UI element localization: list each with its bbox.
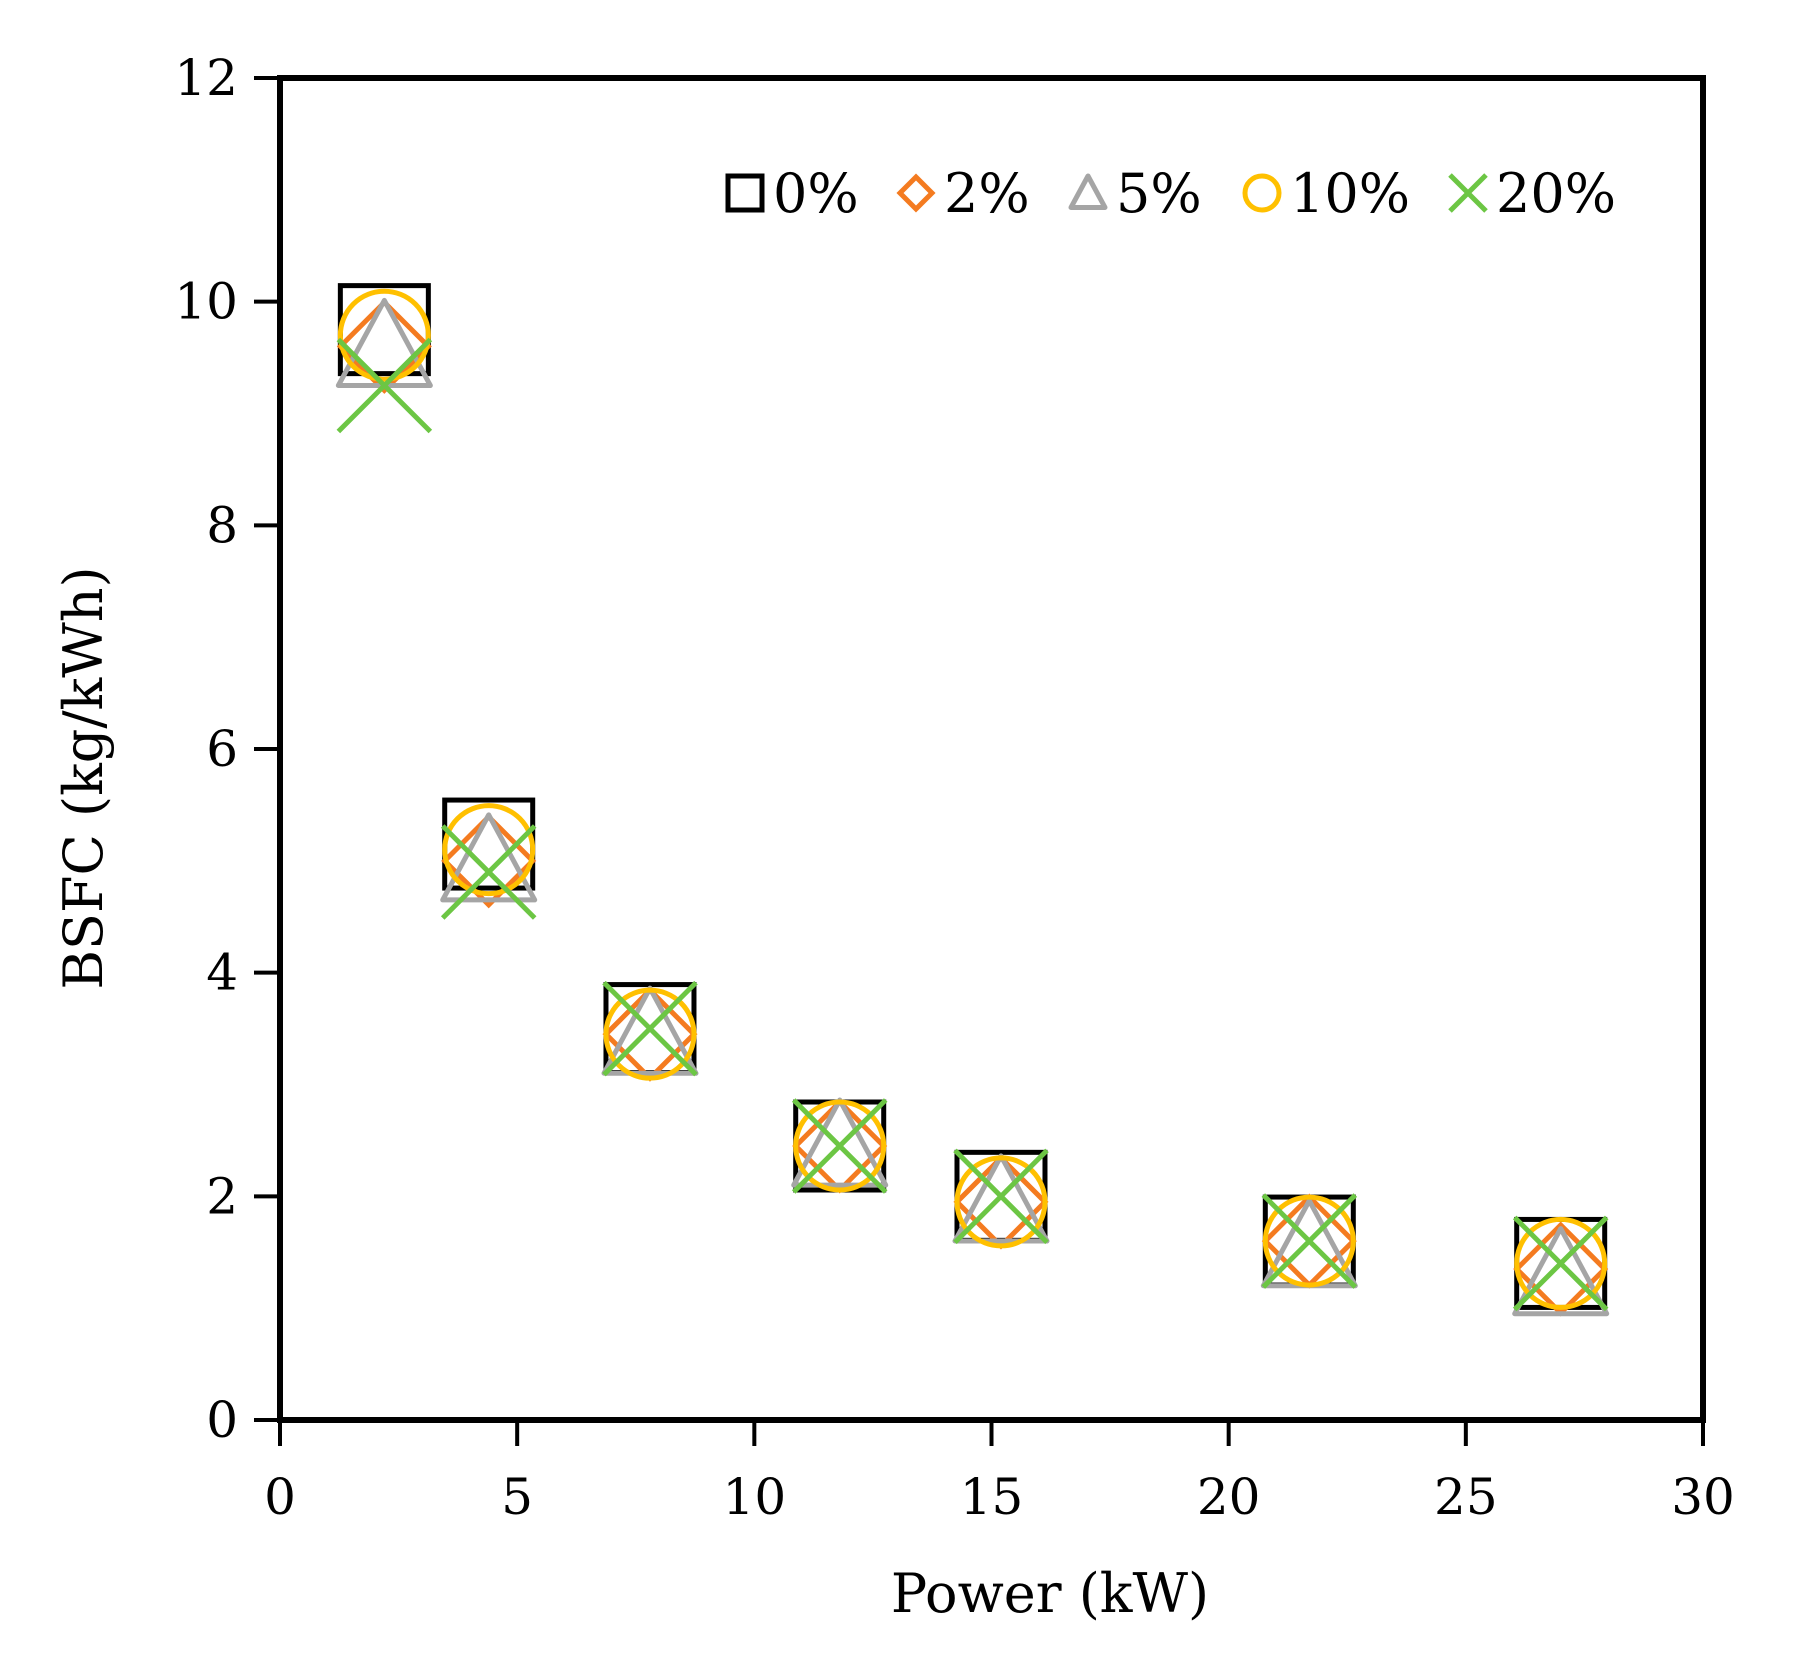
data-point <box>1512 1215 1609 1312</box>
y-tick-label: 12 <box>174 49 238 107</box>
x-tick-label: 25 <box>1434 1468 1498 1526</box>
data-point <box>1513 1221 1609 1317</box>
data-point <box>953 1148 1049 1245</box>
x-axis-title: Power (kW) <box>891 1562 1209 1625</box>
data-point <box>791 1098 888 1194</box>
x-tick-label: 10 <box>723 1468 787 1526</box>
legend: 0% 2% 5% 10% 20% <box>725 162 1616 225</box>
data-point <box>603 987 697 1081</box>
data-point <box>336 298 432 394</box>
data-point <box>1261 1193 1358 1289</box>
y-tick-label: 6 <box>206 720 238 778</box>
legend-label: 2% <box>944 162 1030 225</box>
legend-marker-circle <box>1242 173 1282 213</box>
data-point <box>440 824 537 920</box>
data-point <box>337 288 431 382</box>
x-tick-label: 30 <box>1671 1468 1735 1526</box>
axes: 0 2 4 6 8 10 12 0 5 10 15 20 25 30 <box>174 49 1734 1526</box>
data-point <box>954 1155 1048 1249</box>
legend-item: 10% <box>1242 162 1410 225</box>
data-point <box>601 985 699 1076</box>
y-tick-label: 4 <box>206 944 238 1002</box>
legend-label: 0% <box>773 162 859 225</box>
legend-label: 10% <box>1290 162 1410 225</box>
y-tick-label: 10 <box>174 273 238 331</box>
series-2pct <box>336 298 1609 1317</box>
legend-label: 5% <box>1116 162 1202 225</box>
legend-item: 0% <box>725 162 859 225</box>
legend-item: 2% <box>896 162 1030 225</box>
legend-marker-x <box>1448 173 1488 213</box>
x-tick-label: 15 <box>960 1468 1024 1526</box>
legend-item: 5% <box>1068 162 1202 225</box>
y-axis-title: BSFC (kg/kWh) <box>52 566 115 989</box>
plot-frame <box>277 75 1706 1423</box>
legend-label: 20% <box>1496 162 1616 225</box>
data-point <box>1512 1226 1610 1317</box>
legend-marker-square <box>725 173 765 213</box>
data-markers <box>335 283 1610 1317</box>
x-tick-label: 20 <box>1197 1468 1261 1526</box>
y-tick-label: 0 <box>206 1391 238 1449</box>
data-point <box>791 1097 889 1188</box>
data-point <box>442 803 536 897</box>
x-tick-label: 0 <box>264 1468 296 1526</box>
data-point <box>952 1153 1050 1244</box>
series-10pct <box>337 288 1608 1310</box>
series-20pct <box>336 337 1609 1312</box>
data-point <box>602 980 698 1077</box>
x-tick-label: 5 <box>501 1468 533 1526</box>
data-point <box>1514 1216 1608 1310</box>
data-point <box>793 1099 887 1193</box>
y-tick-label: 2 <box>206 1167 238 1225</box>
legend-marker-diamond <box>896 173 936 213</box>
legend-marker-triangle <box>1068 173 1108 210</box>
data-point <box>440 812 538 903</box>
data-point <box>336 337 433 434</box>
data-point <box>1262 1194 1356 1288</box>
y-tick-label: 8 <box>206 496 238 554</box>
series-5pct <box>335 297 1610 1317</box>
series-0pct <box>337 283 1608 1310</box>
legend-item: 20% <box>1448 162 1616 225</box>
